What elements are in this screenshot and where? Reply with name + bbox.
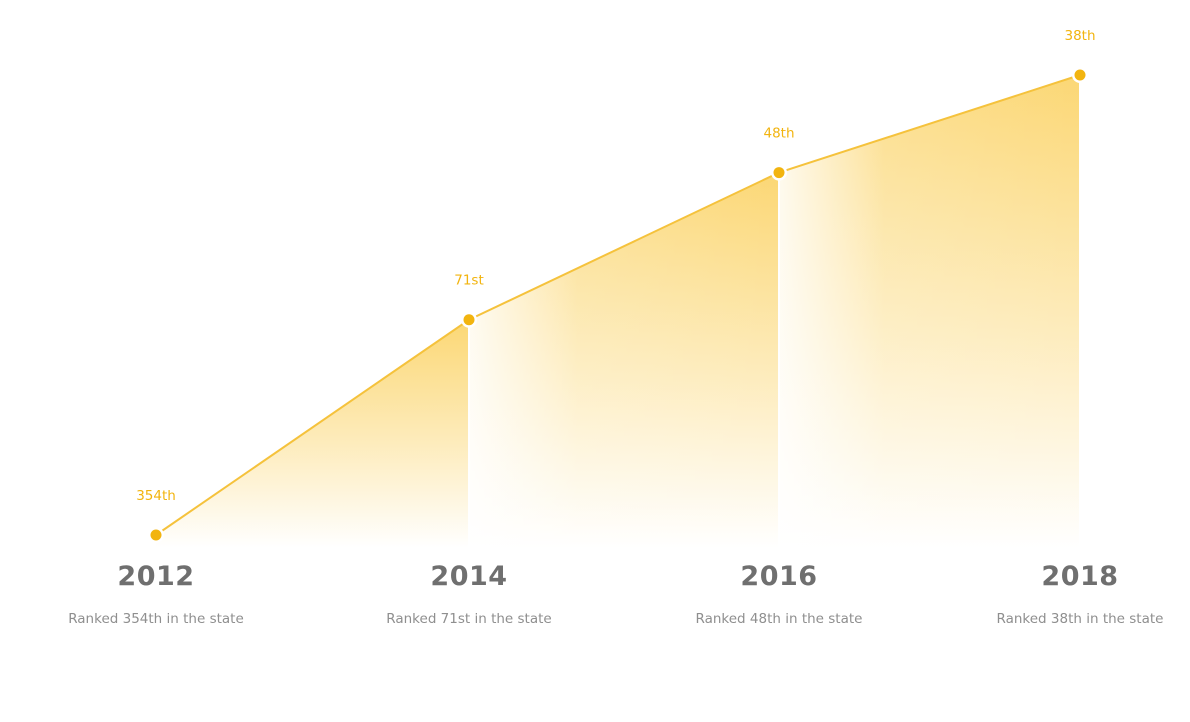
data-point xyxy=(1074,69,1086,81)
data-point xyxy=(463,314,475,326)
year-label: 2012 xyxy=(117,561,194,592)
data-points xyxy=(148,67,1088,543)
data-point xyxy=(150,529,162,541)
area-segment-shade xyxy=(779,75,1080,548)
rank-label: 354th xyxy=(136,488,176,504)
area-fills xyxy=(156,75,1080,549)
rank-description: Ranked 48th in the state xyxy=(696,611,863,627)
labels: 354th 2012 Ranked 354th in the state 71st 20… xyxy=(68,28,1163,627)
rank-description: Ranked 71st in the state xyxy=(386,611,551,627)
year-label: 2014 xyxy=(430,561,507,592)
data-point xyxy=(773,167,785,179)
vertical-dividers xyxy=(468,75,1081,548)
year-label: 2018 xyxy=(1041,561,1118,592)
series-line xyxy=(155,74,1081,536)
year-label: 2016 xyxy=(740,561,817,592)
rank-label: 48th xyxy=(763,126,794,142)
area-segment-shade xyxy=(469,172,779,549)
area-segment xyxy=(156,319,469,548)
rank-description: Ranked 354th in the state xyxy=(68,611,244,627)
rank-label: 38th xyxy=(1064,28,1095,44)
rank-label: 71st xyxy=(454,273,484,289)
rank-description: Ranked 38th in the state xyxy=(997,611,1164,627)
